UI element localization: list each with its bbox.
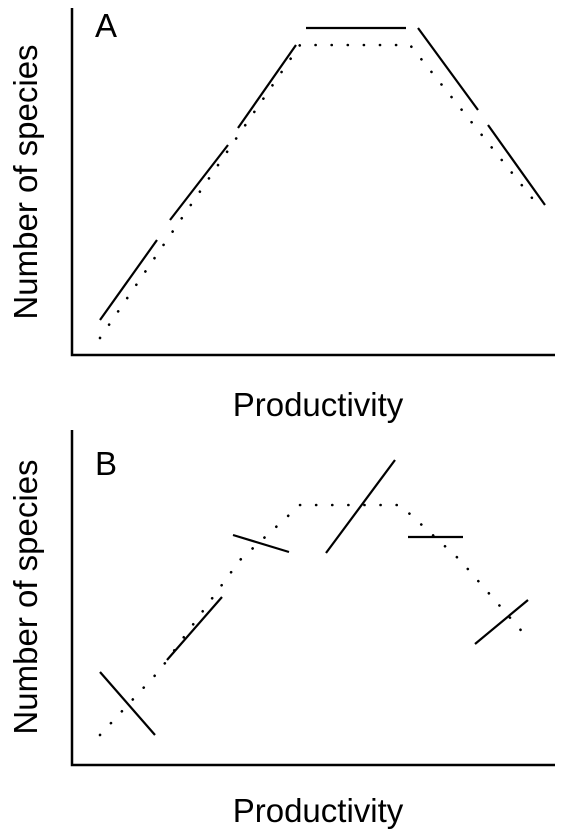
- panel-label: A: [95, 7, 117, 44]
- y-axis-label: Number of species: [7, 44, 44, 319]
- y-axis-label: Number of species: [7, 459, 44, 734]
- axes: [70, 430, 555, 767]
- dotted-curve: [98, 503, 527, 737]
- solid-segments: [99, 26, 546, 321]
- axes: [70, 8, 555, 357]
- panel-b: B Number of species Productivity: [7, 430, 555, 829]
- x-axis-label: Productivity: [233, 386, 404, 423]
- dotted-curve: [98, 43, 542, 340]
- solid-segments: [99, 459, 529, 736]
- panel-a: A Number of species Productivity: [7, 7, 555, 423]
- panel-label: B: [95, 445, 117, 482]
- x-axis-label: Productivity: [233, 792, 404, 829]
